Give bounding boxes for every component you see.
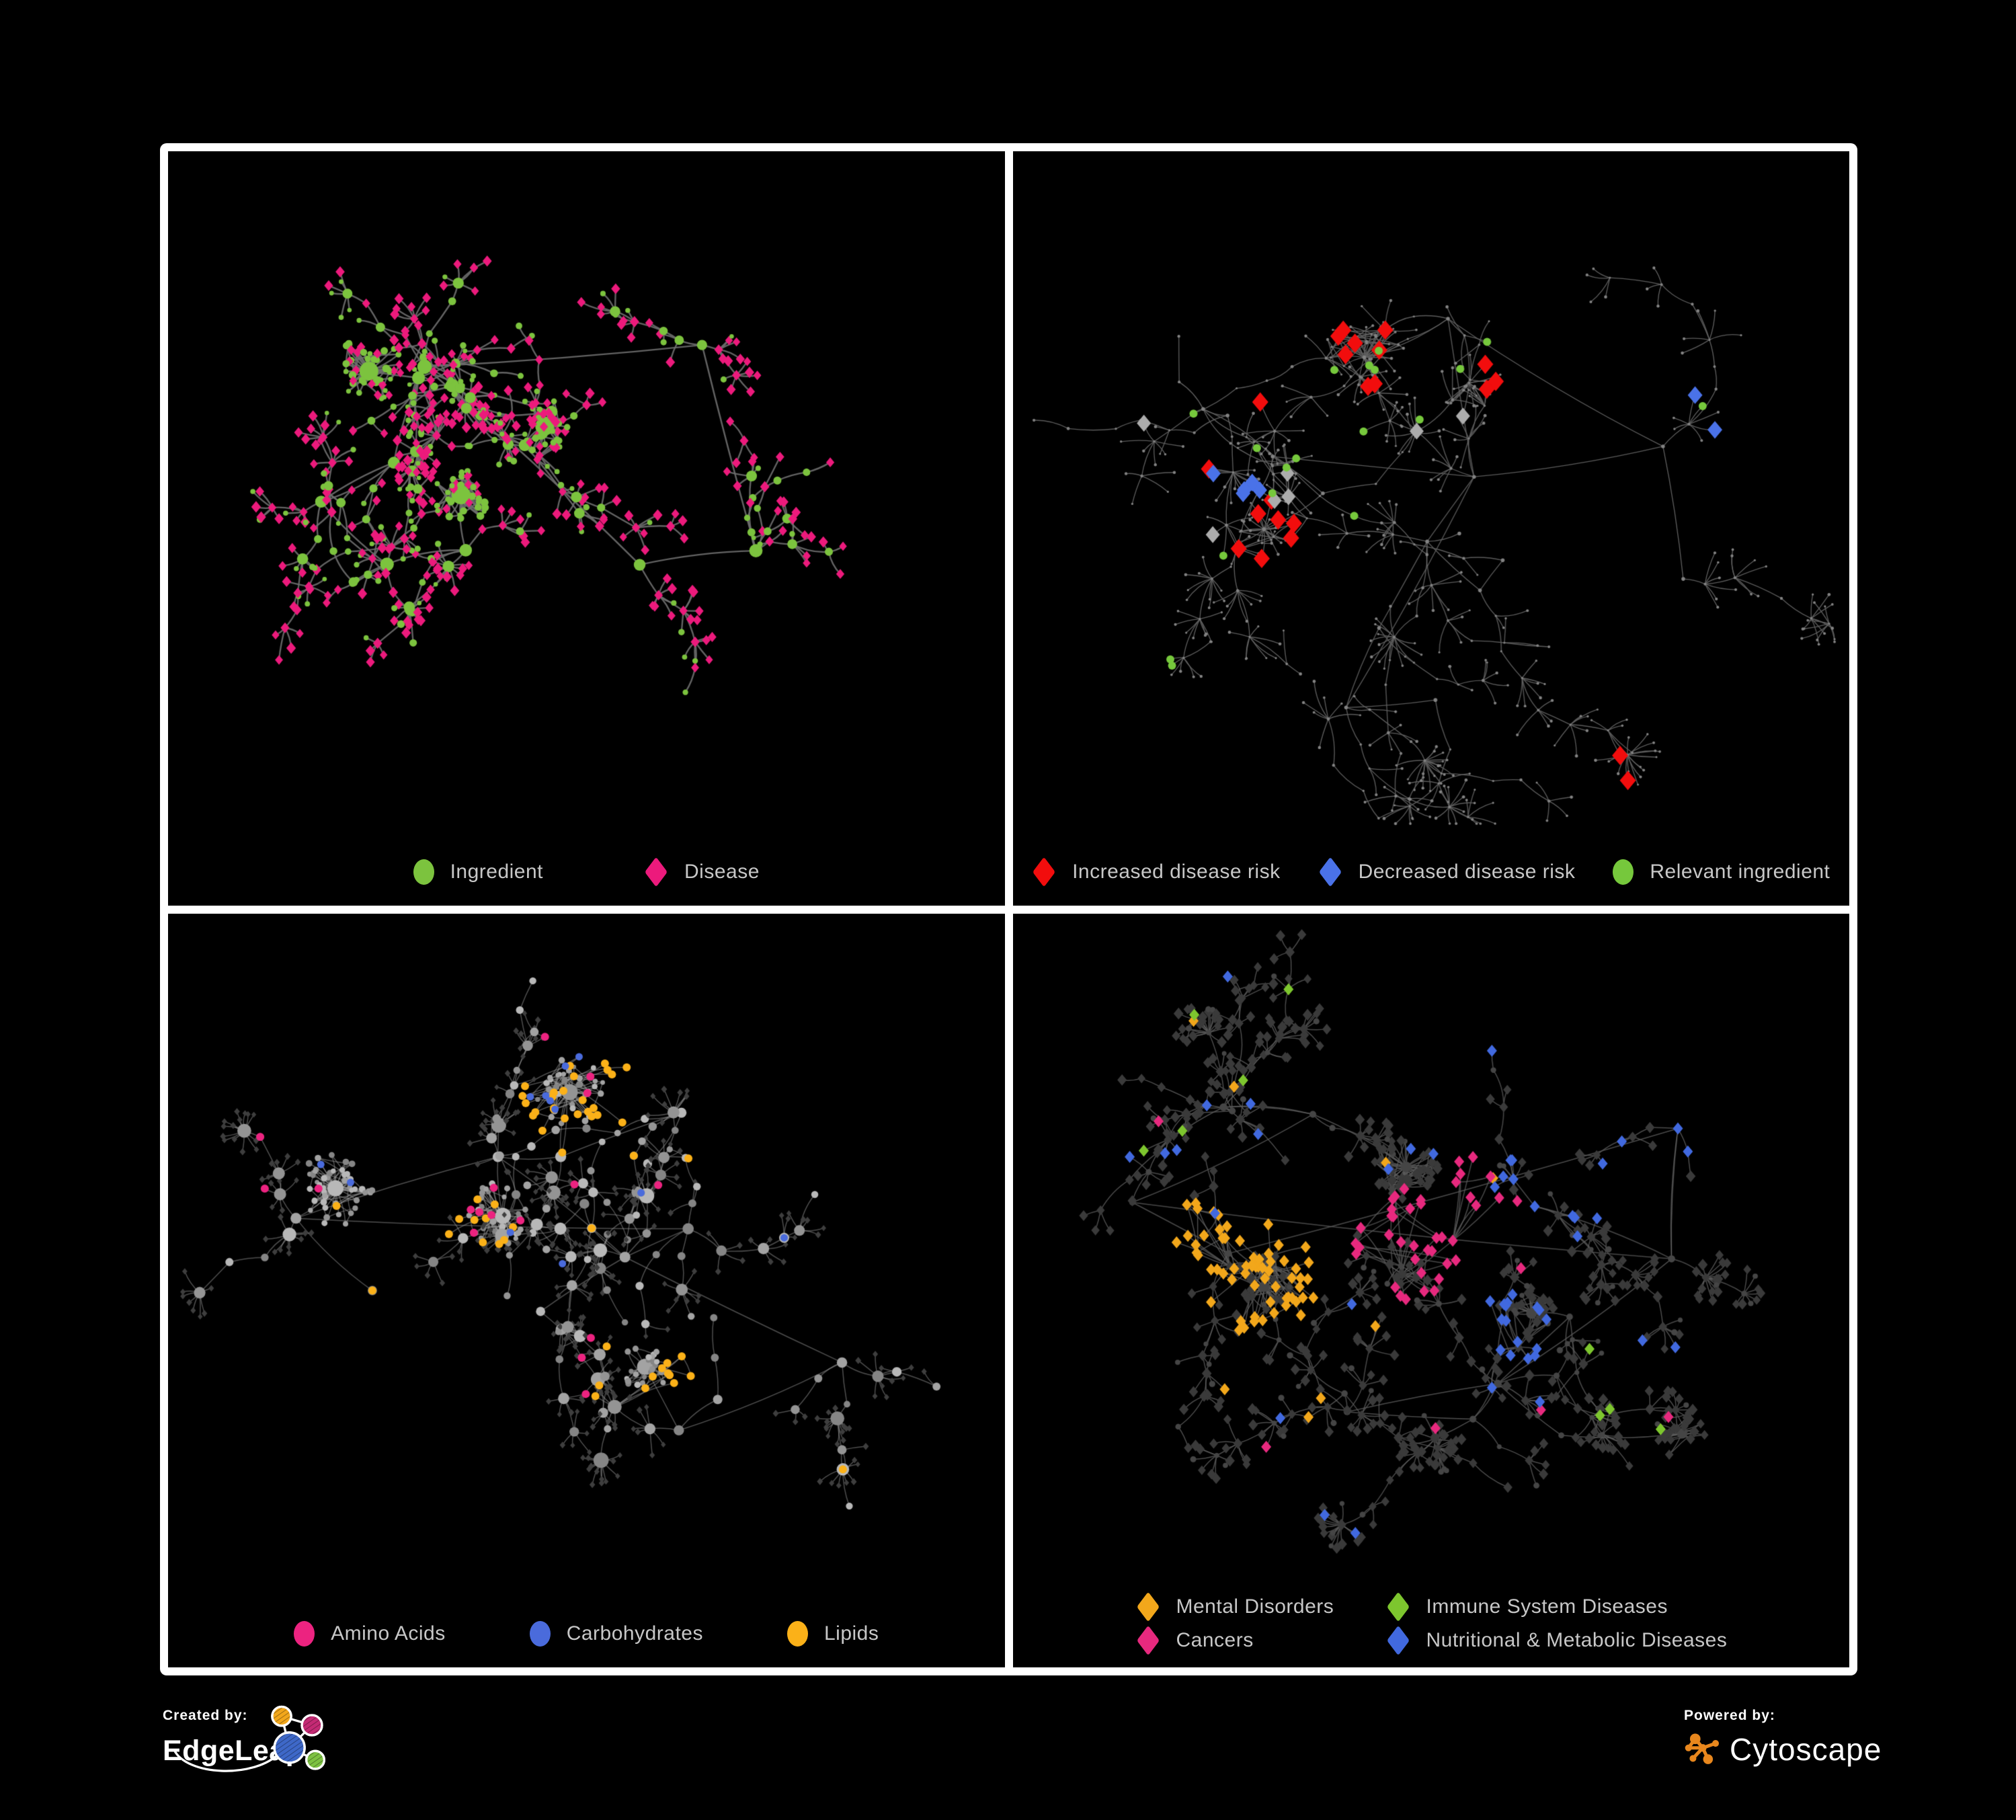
network-canvas-nutrient-class: [168, 913, 1005, 1600]
created-by-block: Created by: EdgeLeap: [163, 1705, 325, 1772]
legend-label: Increased disease risk: [1072, 860, 1281, 883]
panel-disease-class: Mental Disorders Immune System Diseases Ca…: [1012, 913, 1850, 1667]
network-canvas-disease-risk: [1012, 151, 1849, 838]
panel-grid: Ingredient Disease Increased disease risk…: [160, 143, 1857, 1675]
legend-item-nutritional-metabolic-diseases: Nutritional & Metabolic Diseases: [1386, 1625, 1728, 1656]
legend-item-immune-system-diseases: Immune System Diseases: [1386, 1591, 1728, 1622]
increased-disease-risk-diamond-marker-icon: [1033, 857, 1056, 887]
network-canvas-ingredient-disease: [168, 151, 1005, 838]
powered-by-block: Powered by:: [1684, 1708, 1882, 1768]
edgeleap-logo-icon: [173, 1705, 325, 1772]
legend-label: Immune System Diseases: [1426, 1595, 1668, 1618]
decreased-disease-risk-diamond-marker-icon: [1318, 857, 1342, 887]
carbohydrates-circle-marker-icon: [529, 1621, 551, 1647]
legend-item-lipids: Lipids: [787, 1621, 879, 1647]
legend-label: Carbohydrates: [566, 1622, 703, 1645]
amino-acids-circle-marker-icon: [294, 1621, 315, 1647]
legend-item-increased-disease-risk: Increased disease risk: [1032, 857, 1281, 887]
legend-item-decreased-disease-risk: Decreased disease risk: [1318, 857, 1576, 887]
legend-item-ingredient: Ingredient: [413, 859, 543, 885]
powered-by-label: Powered by:: [1684, 1708, 1775, 1723]
lipids-circle-marker-icon: [787, 1621, 808, 1647]
legend-disease-class: Mental Disorders Immune System Diseases Ca…: [1013, 1580, 1850, 1667]
legend-label: Disease: [684, 860, 760, 883]
legend-label: Decreased disease risk: [1358, 860, 1576, 883]
cytoscape-logo-icon: [1685, 1733, 1720, 1764]
legend-item-carbohydrates: Carbohydrates: [529, 1621, 703, 1647]
legend-item-mental-disorders: Mental Disorders: [1136, 1591, 1386, 1622]
panel-nutrient-class: Amino Acids Carbohydrates Lipids: [168, 913, 1005, 1667]
legend-label: Mental Disorders: [1176, 1595, 1334, 1618]
legend-label: Amino Acids: [331, 1622, 446, 1645]
legend-label: Cancers: [1176, 1629, 1254, 1651]
panel-disease-risk: Increased disease risk Decreased disease …: [1012, 151, 1850, 906]
disease-diamond-marker-icon: [645, 857, 668, 887]
legend-item-cancers: Cancers: [1136, 1625, 1386, 1656]
legend-label: Nutritional & Metabolic Diseases: [1426, 1629, 1728, 1651]
legend-item-amino-acids: Amino Acids: [294, 1621, 446, 1647]
created-by-label: Created by:: [163, 1708, 248, 1723]
ingredient-circle-marker-icon: [413, 859, 434, 885]
nutritional-metabolic-diseases-diamond-marker-icon: [1386, 1625, 1410, 1656]
relevant-ingredient-circle-marker-icon: [1613, 859, 1634, 885]
mental-disorders-diamond-marker-icon: [1136, 1591, 1160, 1622]
legend-ingredient-disease: Ingredient Disease: [168, 838, 1005, 906]
network-canvas-disease-class: [1012, 913, 1849, 1580]
legend-label: Ingredient: [450, 860, 544, 883]
immune-system-diseases-diamond-marker-icon: [1386, 1591, 1410, 1622]
legend-item-relevant-ingredient: Relevant ingredient: [1613, 859, 1830, 885]
legend-label: Lipids: [823, 1622, 879, 1645]
cytoscape-wordmark: Cytoscape: [1730, 1732, 1882, 1767]
panel-ingredient-disease: Ingredient Disease: [168, 151, 1005, 906]
legend-disease-risk: Increased disease risk Decreased disease …: [1013, 838, 1850, 906]
legend-label: Relevant ingredient: [1650, 860, 1830, 883]
cancers-diamond-marker-icon: [1136, 1625, 1160, 1656]
legend-nutrient-class: Amino Acids Carbohydrates Lipids: [168, 1600, 1005, 1667]
legend-item-disease: Disease: [644, 857, 760, 887]
